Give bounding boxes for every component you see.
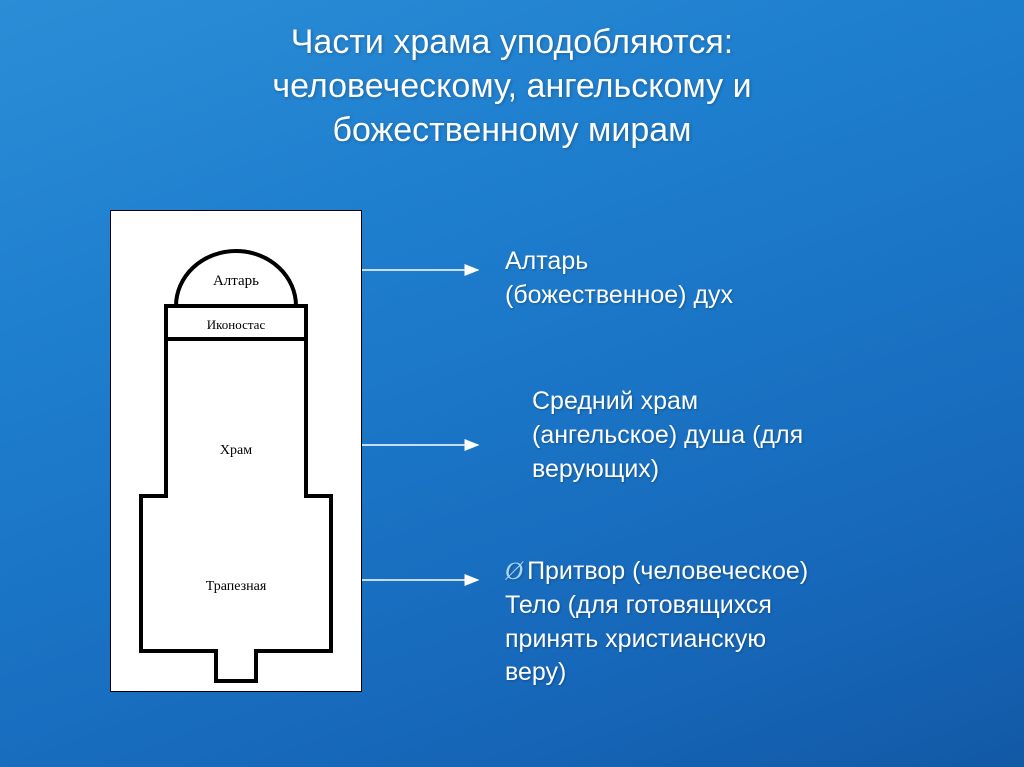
b3-bullet-text: Притвор (человеческое)	[527, 557, 808, 585]
b3-l3: веру)	[505, 656, 975, 690]
block-middle: Средний храм (ангельское) душа (для веру…	[532, 385, 962, 486]
label-iconostas: Иконостас	[111, 317, 361, 333]
label-trapeznaya: Трапезная	[111, 579, 361, 595]
label-altar: Алтарь	[111, 273, 361, 290]
b2-l3: верующих)	[532, 453, 962, 487]
title-line2: человеческому, ангельскому и	[272, 67, 751, 105]
b3-l2: принять христианскую	[505, 623, 975, 657]
b3-l1: Тело (для готовящихся	[505, 589, 975, 623]
slide-title: Части храма уподобляются: человеческому,…	[0, 0, 1024, 153]
title-line3: божественному мирам	[332, 111, 691, 149]
church-outline-path	[141, 251, 331, 681]
b2-l2: (ангельское) душа (для	[532, 419, 962, 453]
block-altar: Алтарь (божественное) дух	[505, 245, 935, 313]
label-hram: Храм	[111, 443, 361, 459]
block-narthex: ØПритвор (человеческое) Тело (для готовя…	[505, 555, 975, 690]
church-plan-diagram: Алтарь Иконостас Храм Трапезная	[110, 210, 362, 692]
bullet-icon: Ø	[505, 558, 523, 585]
b3-bullet-line: ØПритвор (человеческое)	[505, 555, 975, 589]
title-line1: Части храма уподобляются:	[291, 23, 733, 61]
b1-l1: Алтарь	[505, 245, 935, 279]
b1-l2: (божественное) дух	[505, 279, 935, 313]
b2-l1: Средний храм	[532, 385, 962, 419]
